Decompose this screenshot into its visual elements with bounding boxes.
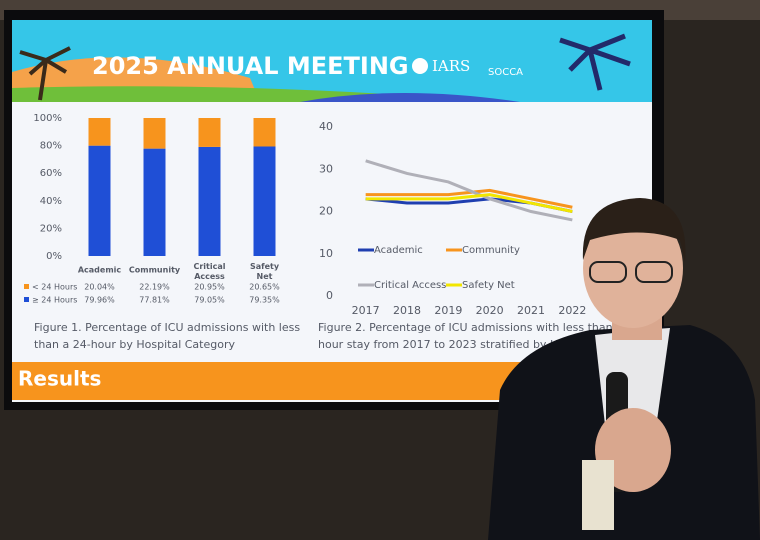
x-tick-label: 2017 (352, 304, 380, 317)
legend-swatch (24, 284, 29, 289)
bar-segment (198, 146, 221, 256)
data-label: 20.04% (84, 283, 115, 292)
bar-segment (143, 118, 166, 149)
legend-label: Community (462, 245, 520, 256)
palm-tree (19, 46, 71, 101)
y-tick-label: 20 (319, 205, 333, 218)
data-label: 79.35% (249, 296, 280, 305)
caption: than a 24-hour by Hospital Category (34, 338, 235, 351)
badge (582, 460, 614, 530)
x-tick-label: Safety Net (250, 262, 280, 281)
logo-mark (412, 58, 428, 74)
bar-segment (88, 118, 111, 146)
data-label: 77.81% (139, 296, 170, 305)
slide-title: 2025 ANNUAL MEETING (92, 52, 409, 80)
data-label: 79.05% (194, 296, 225, 305)
section-title: Results (18, 367, 101, 391)
y-tick-label: 100% (33, 113, 62, 124)
legend-label: Safety Net (462, 280, 515, 291)
x-tick-label: 2022 (558, 304, 586, 317)
glasses (635, 261, 673, 283)
legend-swatch (24, 297, 29, 302)
glasses (589, 261, 627, 283)
y-tick-label: 0 (326, 289, 333, 302)
legend-label: < 24 Hours (32, 283, 77, 292)
logo: SOCCA (488, 67, 523, 78)
bar-segment (143, 148, 166, 256)
y-tick-label: 30 (319, 162, 333, 175)
speaker (488, 198, 760, 540)
caption: hour stay from 2017 to 2023 stratified b… (318, 338, 606, 351)
line-series (365, 193, 573, 213)
bar-segment (253, 146, 276, 256)
data-label: 22.19% (139, 283, 170, 292)
header-water (300, 93, 520, 102)
caption: Figure 1. Percentage of ICU admissions w… (34, 321, 300, 334)
x-tick-label: Academic (78, 266, 122, 275)
x-tick-label: 2019 (434, 304, 462, 317)
data-label: 79.96% (84, 296, 115, 305)
x-tick-label: 2018 (393, 304, 421, 317)
legend-label: ≥ 24 Hours (32, 296, 77, 305)
y-tick-label: 10 (319, 247, 333, 260)
y-tick-label: 20% (40, 223, 62, 234)
line-series (365, 188, 573, 209)
hair (582, 198, 686, 262)
data-label: 20.95% (194, 283, 225, 292)
chart-1: 0% 20% 40% 60% 80% 100% Academic 20.04% 79.96% Co… (24, 113, 300, 351)
legend-label: Academic (374, 245, 423, 256)
data-label: 20.65% (249, 283, 280, 292)
legend-label: Critical Access (374, 280, 446, 291)
header-grass (12, 86, 420, 102)
caption: Figure 2. Percentage of ICU admissions w… (318, 321, 623, 334)
y-tick-label: 40 (319, 120, 333, 133)
x-tick-label: 2020 (476, 304, 504, 317)
bar-segment (253, 118, 276, 147)
palm-tree (559, 33, 631, 91)
bar-segment (88, 145, 111, 256)
bar-segment (198, 118, 221, 147)
x-tick-label: Community (129, 266, 181, 275)
logo: IARS (432, 57, 470, 75)
y-tick-label: 0% (46, 251, 62, 262)
y-tick-label: 60% (40, 168, 62, 179)
line-series (365, 159, 573, 222)
face (583, 208, 683, 328)
x-tick-label: Critical Access (193, 262, 225, 281)
y-tick-label: 80% (40, 141, 62, 152)
x-tick-label: 2021 (517, 304, 545, 317)
y-tick-label: 40% (40, 196, 62, 207)
chart-2: 0 10 20 30 40 2017 2018 2019 2020 2021 2022 Academi… (318, 120, 623, 351)
